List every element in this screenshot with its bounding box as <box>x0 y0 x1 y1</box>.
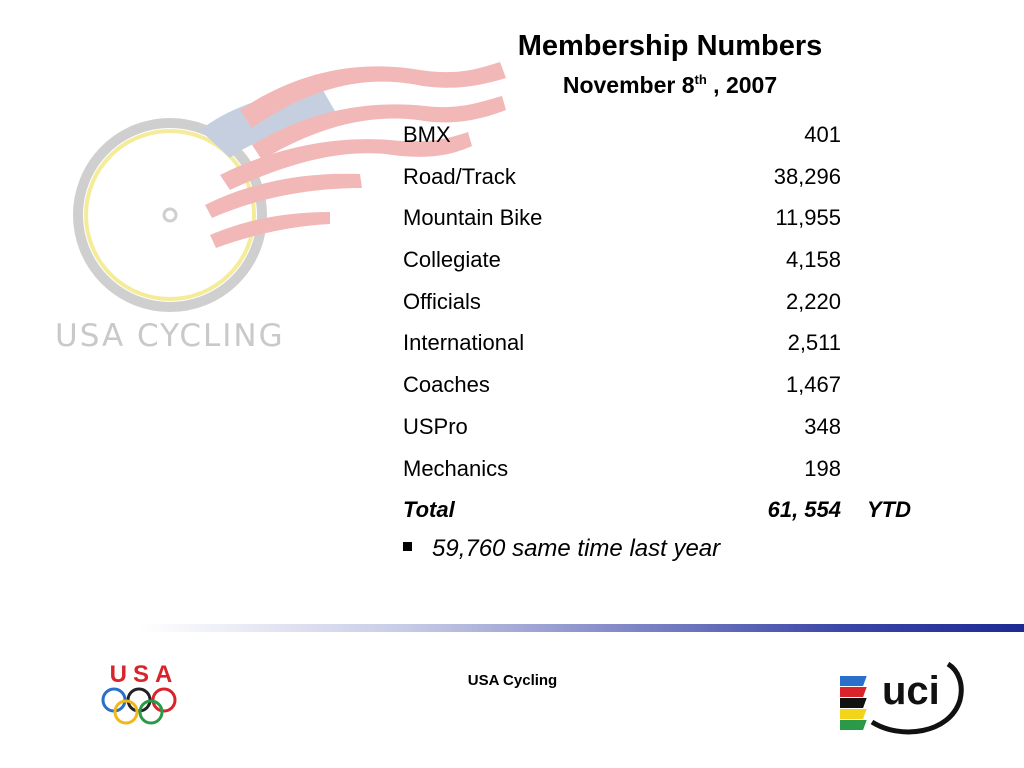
slide-subtitle: November 8th , 2007 <box>300 72 1024 99</box>
table-row: USPro 348 <box>403 406 963 448</box>
usa-cycling-watermark-logo <box>73 62 506 312</box>
total-value: 61, 554 <box>767 497 841 523</box>
row-value: 1,467 <box>785 372 841 398</box>
row-label: BMX <box>403 122 451 147</box>
row-value: 4,158 <box>785 247 841 273</box>
bullet-text: 59,760 same time last year <box>432 535 721 562</box>
total-ytd-label: YTD <box>867 497 911 523</box>
row-label: International <box>403 330 525 356</box>
row-label: Mechanics <box>403 455 509 481</box>
uci-logo: uci <box>840 661 964 735</box>
square-bullet-icon <box>403 542 412 551</box>
table-row: Collegiate 4,158 <box>403 239 963 281</box>
subtitle-year: , 2007 <box>706 72 778 98</box>
row-value: 348 <box>804 413 841 439</box>
row-label: Collegiate <box>403 247 501 273</box>
total-row: Total 61, 554 YTD <box>403 489 963 531</box>
row-label: USPro <box>403 413 468 439</box>
row-value: 198 <box>804 455 841 481</box>
footer-text: USA Cycling <box>467 672 558 689</box>
row-value: 2,511 <box>787 330 841 356</box>
watermark-logo-text: USA CYCLING <box>55 318 285 354</box>
row-value: 38,296 <box>773 163 841 189</box>
usa-olympic-logo-text: USA <box>110 661 179 688</box>
table-row: BMX 401 <box>403 114 963 156</box>
table-row: Mountain Bike 11,955 <box>403 197 963 239</box>
table-row: Road/Track 38,296 <box>403 156 963 198</box>
table-row: Coaches 1,467 <box>403 364 963 406</box>
row-label: Mountain Bike <box>403 205 543 231</box>
slide-title: Membership Numbers <box>517 30 823 62</box>
row-label: Coaches <box>403 372 490 398</box>
subtitle-date: November 8 <box>562 72 695 98</box>
comparison-bullet: 59,760 same time last year <box>403 535 720 563</box>
table-row: Mechanics 198 <box>403 448 963 490</box>
row-label: Road/Track <box>403 163 516 189</box>
usa-olympic-logo: USA <box>101 661 179 725</box>
footer-divider <box>140 624 1024 632</box>
uci-logo-text: uci <box>882 669 940 713</box>
table-row: International 2,511 <box>403 322 963 364</box>
row-label: Officials <box>403 288 481 314</box>
row-value: 2,220 <box>785 288 841 314</box>
membership-table: BMX 401 Road/Track 38,296 Mountain Bike 11,… <box>403 114 963 531</box>
row-value: 401 <box>804 122 841 147</box>
row-value: 11,955 <box>775 205 841 231</box>
table-row: Officials 2,220 <box>403 281 963 323</box>
subtitle-ordinal: th <box>694 72 707 87</box>
total-label: Total <box>403 497 455 523</box>
